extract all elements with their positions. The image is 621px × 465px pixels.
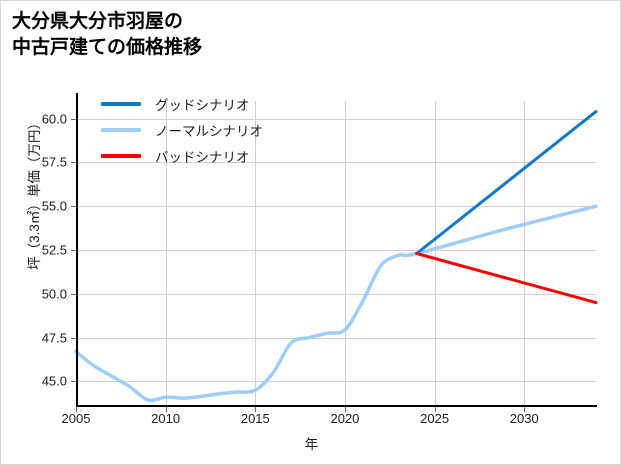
plot-area — [74, 101, 598, 406]
legend-color-swatch — [101, 128, 141, 132]
gridline-horizontal — [76, 249, 596, 251]
legend-label: グッドシナリオ — [155, 98, 250, 113]
y-tick-label: 45.0 — [41, 373, 67, 389]
x-tick-mark — [434, 407, 436, 412]
gridline-vertical — [165, 101, 167, 406]
legend-label: バッドシナリオ — [155, 150, 250, 165]
gridline-horizontal — [76, 162, 596, 164]
x-tick-label: 2020 — [330, 411, 360, 426]
x-tick-mark — [344, 407, 346, 412]
legend-color-swatch — [101, 154, 141, 158]
y-tick-mark — [71, 206, 76, 208]
x-tick-mark — [524, 407, 526, 412]
legend-item[interactable]: ノーマルシナリオ — [101, 117, 263, 143]
y-tick-label: 60.0 — [41, 111, 67, 127]
y-tick-mark — [71, 118, 76, 120]
y-tick-mark — [71, 337, 76, 339]
series-line — [415, 110, 598, 255]
gridline-vertical — [255, 101, 257, 406]
y-axis-label: 坪（3.3㎡）単価（万円） — [27, 116, 42, 270]
gridline-vertical — [434, 101, 436, 406]
series-line — [74, 204, 598, 403]
x-tick-label: 2005 — [61, 411, 91, 426]
gridline-horizontal — [76, 118, 596, 120]
gridline-horizontal — [76, 206, 596, 208]
y-tick-mark — [71, 381, 76, 383]
series-lines — [74, 110, 598, 403]
x-tick-label: 2030 — [509, 411, 539, 426]
y-tick-mark — [71, 249, 76, 251]
y-tick-label: 57.5 — [41, 154, 67, 170]
x-tick-mark — [255, 407, 257, 412]
legend-item[interactable]: バッドシナリオ — [101, 143, 263, 169]
y-tick-label: 47.5 — [41, 330, 67, 346]
x-tick-label: 2015 — [240, 411, 270, 426]
y-tick-mark — [71, 162, 76, 164]
gridline-horizontal — [76, 337, 596, 339]
legend-item[interactable]: グッドシナリオ — [101, 91, 263, 117]
x-tick-mark — [165, 407, 167, 412]
chart-legend: グッドシナリオ ノーマルシナリオ バッドシナリオ — [101, 91, 263, 169]
chart-title: 大分県大分市羽屋の 中古戸建ての価格推移 — [12, 11, 203, 58]
x-axis-label: 年 — [304, 437, 319, 452]
legend-color-swatch — [101, 102, 141, 106]
gridline-vertical — [524, 101, 526, 406]
y-tick-label: 52.5 — [41, 242, 67, 258]
x-tick-mark — [76, 407, 77, 412]
legend-label: ノーマルシナリオ — [155, 124, 263, 139]
x-tick-label: 2010 — [151, 411, 181, 426]
x-tick-label: 2025 — [420, 411, 450, 426]
series-line — [415, 252, 598, 305]
gridline-horizontal — [76, 293, 596, 295]
x-axis-spine — [76, 405, 597, 407]
y-tick-label: 55.0 — [41, 198, 67, 214]
gridline-vertical — [344, 101, 346, 406]
gridline-horizontal — [76, 381, 596, 383]
plot-background — [76, 101, 596, 406]
y-axis-spine — [76, 93, 78, 406]
y-tick-mark — [71, 293, 76, 295]
y-tick-label: 50.0 — [41, 286, 67, 302]
y-axis-tick-labels: 45.0 47.5 50.0 52.5 55.0 57.5 60.0 — [19, 1, 67, 464]
